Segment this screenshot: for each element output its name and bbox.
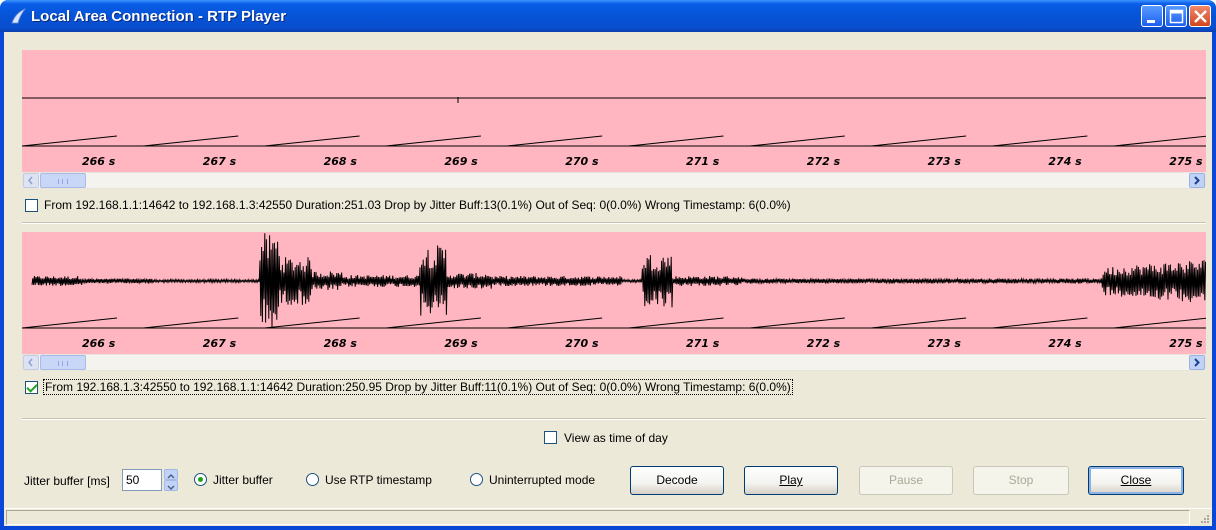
title-bar[interactable]: Local Area Connection - RTP Player bbox=[0, 0, 1216, 32]
time-tick-label: 271 s bbox=[686, 155, 720, 168]
pause-button[interactable]: Pause bbox=[859, 466, 953, 495]
time-tick-label: 275 s bbox=[1169, 155, 1203, 168]
waveform-signal bbox=[31, 233, 1206, 329]
wireshark-fin-icon bbox=[11, 8, 26, 24]
time-tick-label: 267 s bbox=[202, 155, 237, 168]
time-tick-label: 267 s bbox=[202, 337, 237, 350]
size-grip-icon[interactable] bbox=[1200, 514, 1210, 524]
minimize-button[interactable] bbox=[1141, 5, 1163, 27]
radio-label: Jitter buffer bbox=[213, 473, 273, 487]
scroll-thumb[interactable] bbox=[40, 355, 86, 370]
time-axis-tick bbox=[385, 135, 481, 147]
waveform-panel-stream-2[interactable]: 266 s 267 s 268 s 269 s 270 s 271 s 272 s 273 s… bbox=[22, 232, 1206, 356]
time-tick-label: 266 s bbox=[82, 337, 116, 350]
time-axis-tick bbox=[871, 135, 967, 147]
time-axis-tick bbox=[385, 317, 481, 329]
stop-button[interactable]: Stop bbox=[973, 466, 1069, 495]
time-axis-tick bbox=[507, 135, 603, 147]
radio-dot[interactable] bbox=[470, 473, 483, 486]
time-tick-label: 274 s bbox=[1048, 155, 1082, 168]
time-tick-label: 269 s bbox=[444, 337, 478, 350]
arrow-left-icon bbox=[28, 176, 33, 185]
arrow-down-icon bbox=[167, 485, 175, 491]
radio-label: Use RTP timestamp bbox=[325, 473, 432, 487]
time-axis-tick bbox=[264, 135, 360, 147]
time-tick-label: 268 s bbox=[323, 337, 357, 350]
time-tick-label: 266 s bbox=[82, 155, 116, 168]
play-button[interactable]: Play bbox=[744, 466, 838, 495]
arrow-up-icon bbox=[167, 473, 175, 479]
time-axis-tick bbox=[749, 317, 845, 329]
client-area: 266 s 267 s 268 s 269 s 270 s 271 s 272 s 273 s… bbox=[4, 32, 1212, 526]
radio-dot[interactable] bbox=[306, 473, 319, 486]
stream-divider bbox=[22, 222, 1206, 224]
time-axis-tick bbox=[628, 135, 724, 147]
time-tick-label: 272 s bbox=[806, 337, 841, 350]
time-tick-label: 275 s bbox=[1169, 337, 1203, 350]
maximize-icon bbox=[1169, 9, 1184, 24]
jitter-buffer-spinner[interactable] bbox=[164, 469, 178, 491]
waveform-stream-2 bbox=[22, 233, 1206, 329]
stream-2-info: From 192.168.1.3:42550 to 192.168.1.1:14… bbox=[43, 379, 793, 395]
scroll-left-button[interactable] bbox=[23, 355, 39, 370]
status-bar bbox=[4, 508, 1212, 526]
decode-button[interactable]: Decode bbox=[630, 466, 724, 495]
status-pane bbox=[6, 510, 1190, 525]
horizontal-scrollbar-stream-2[interactable] bbox=[22, 354, 1206, 371]
jitter-buffer-input[interactable] bbox=[122, 469, 162, 491]
stream-2-checkbox[interactable] bbox=[25, 381, 38, 394]
time-axis-tick bbox=[992, 317, 1088, 329]
scroll-left-button[interactable] bbox=[23, 173, 39, 188]
minimize-icon bbox=[1147, 20, 1155, 23]
stream-1-info: From 192.168.1.1:14642 to 192.168.1.3:42… bbox=[44, 198, 791, 212]
view-as-time-of-day-checkbox[interactable] bbox=[544, 431, 557, 444]
time-axis-tick bbox=[992, 135, 1088, 147]
spin-down-button[interactable] bbox=[164, 480, 178, 491]
waveform-stream-1 bbox=[22, 97, 1206, 147]
jitter-buffer-label: Jitter buffer [ms] bbox=[24, 474, 110, 488]
scroll-right-button[interactable] bbox=[1189, 355, 1205, 370]
time-axis-tick bbox=[871, 317, 967, 329]
time-axis-tick bbox=[1113, 317, 1206, 329]
time-tick-label: 274 s bbox=[1048, 337, 1082, 350]
time-axis-tick bbox=[264, 317, 360, 329]
controls-divider bbox=[22, 418, 1206, 420]
time-axis-tick bbox=[143, 317, 239, 329]
close-button[interactable]: Close bbox=[1088, 466, 1184, 495]
waveform-panel-stream-1[interactable]: 266 s 267 s 268 s 269 s 270 s 271 s 272 s 273 s… bbox=[22, 50, 1206, 174]
maximize-button[interactable] bbox=[1165, 5, 1187, 27]
time-axis-tick bbox=[749, 135, 845, 147]
close-window-button[interactable] bbox=[1189, 5, 1211, 27]
arrow-right-icon bbox=[1194, 358, 1200, 367]
scroll-right-button[interactable] bbox=[1189, 173, 1205, 188]
arrow-right-icon bbox=[1194, 176, 1200, 185]
radio-dot[interactable] bbox=[194, 473, 207, 486]
time-tick-label: 268 s bbox=[323, 155, 357, 168]
window-title: Local Area Connection - RTP Player bbox=[31, 8, 287, 25]
time-tick-label: 270 s bbox=[565, 155, 599, 168]
time-axis-tick bbox=[22, 135, 118, 147]
play-button-label: Play bbox=[779, 473, 803, 487]
time-axis-tick bbox=[143, 135, 239, 147]
view-as-time-of-day-label: View as time of day bbox=[564, 431, 668, 445]
horizontal-scrollbar-stream-1[interactable] bbox=[22, 172, 1206, 189]
time-axis-tick bbox=[1113, 135, 1206, 147]
time-tick-label: 273 s bbox=[927, 337, 961, 350]
time-tick-label: 269 s bbox=[444, 155, 478, 168]
time-tick-label: 273 s bbox=[927, 155, 961, 168]
time-axis-tick bbox=[22, 317, 118, 329]
stream-1-checkbox[interactable] bbox=[25, 199, 38, 212]
arrow-left-icon bbox=[28, 358, 33, 367]
time-tick-label: 271 s bbox=[686, 337, 720, 350]
close-button-label: Close bbox=[1120, 473, 1152, 487]
scroll-thumb[interactable] bbox=[40, 173, 86, 188]
radio-label: Uninterrupted mode bbox=[489, 473, 596, 487]
time-axis-tick bbox=[507, 317, 603, 329]
time-tick-label: 272 s bbox=[806, 155, 841, 168]
spin-up-button[interactable] bbox=[164, 469, 178, 480]
close-icon bbox=[1194, 10, 1207, 23]
time-axis-tick bbox=[628, 317, 724, 329]
time-tick-label: 270 s bbox=[565, 337, 599, 350]
